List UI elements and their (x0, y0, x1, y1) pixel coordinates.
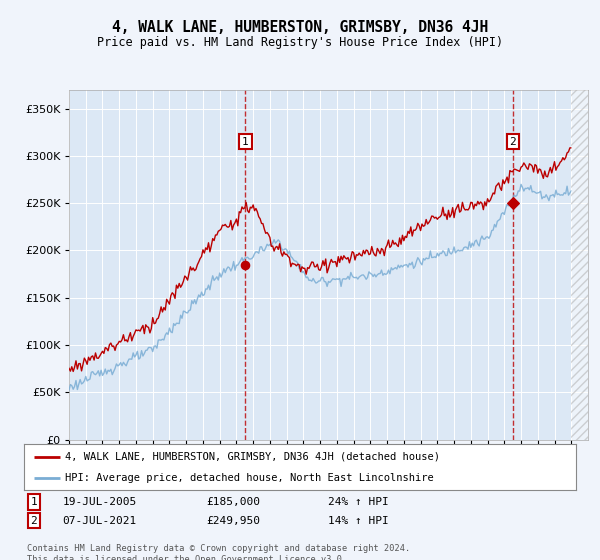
Point (508, 199, 518, 208)
Text: £185,000: £185,000 (206, 497, 260, 507)
Text: 14% ↑ HPI: 14% ↑ HPI (328, 516, 388, 526)
Point (241, 260, 250, 269)
Text: Contains HM Land Registry data © Crown copyright and database right 2024.
This d: Contains HM Land Registry data © Crown c… (27, 544, 410, 560)
Text: 4, WALK LANE, HUMBERSTON, GRIMSBY, DN36 4JH: 4, WALK LANE, HUMBERSTON, GRIMSBY, DN36 … (112, 20, 488, 35)
Text: 24% ↑ HPI: 24% ↑ HPI (328, 497, 388, 507)
Text: 07-JUL-2021: 07-JUL-2021 (62, 516, 137, 526)
Text: 1: 1 (242, 137, 249, 147)
Bar (571, 90, 588, 440)
Text: 1: 1 (31, 497, 37, 507)
Text: £249,950: £249,950 (206, 516, 260, 526)
Text: 2: 2 (31, 516, 37, 526)
Text: 4, WALK LANE, HUMBERSTON, GRIMSBY, DN36 4JH (detached house): 4, WALK LANE, HUMBERSTON, GRIMSBY, DN36 … (65, 452, 440, 462)
Text: 19-JUL-2005: 19-JUL-2005 (62, 497, 137, 507)
Text: HPI: Average price, detached house, North East Lincolnshire: HPI: Average price, detached house, Nort… (65, 473, 434, 483)
Text: Price paid vs. HM Land Registry's House Price Index (HPI): Price paid vs. HM Land Registry's House … (97, 36, 503, 49)
Text: 2: 2 (509, 137, 517, 147)
